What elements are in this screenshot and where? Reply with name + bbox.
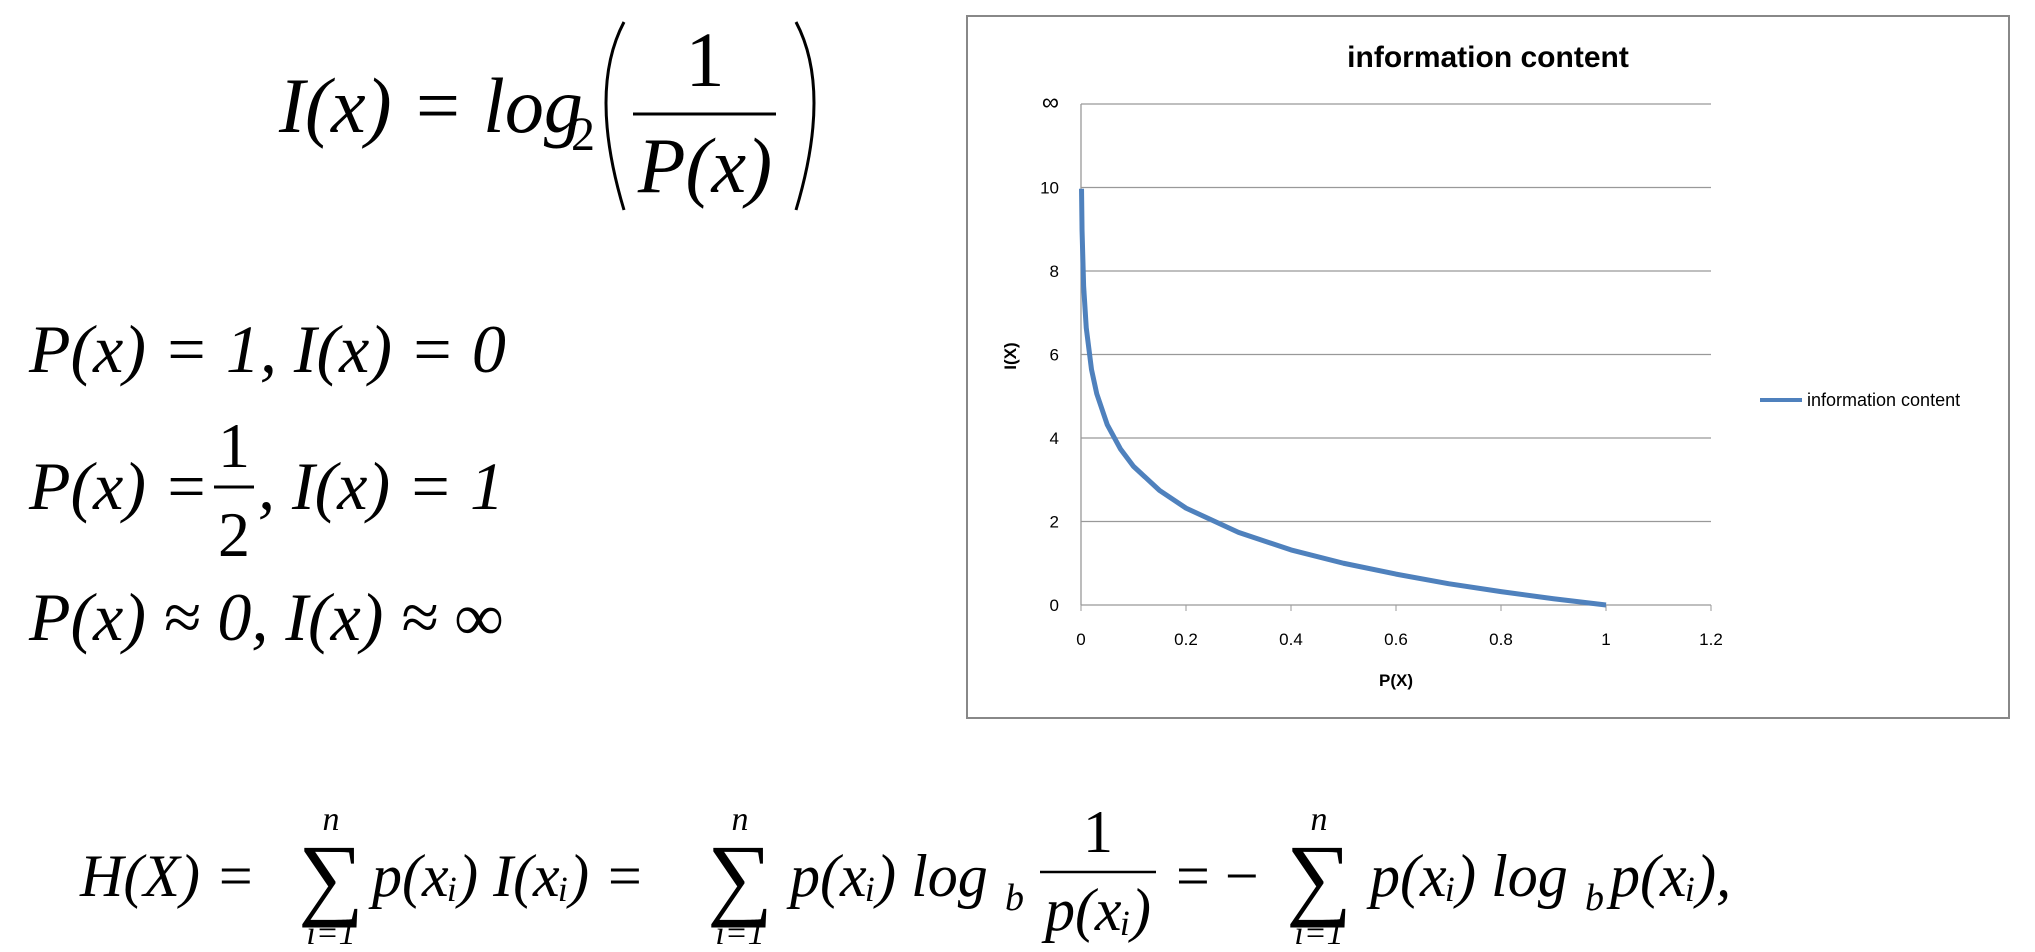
formula-text: = −: [1176, 843, 1259, 909]
y-axis-label: I(X): [1001, 342, 1020, 369]
formula-text: H(X) =: [79, 843, 255, 909]
y-tick-label: ∞: [1042, 89, 1059, 116]
formula-text: p(xᵢ): [1041, 877, 1151, 943]
x-tick-label: 1: [1601, 630, 1610, 649]
formula-text: b: [1005, 877, 1024, 919]
formula-text: i=1: [1294, 915, 1343, 952]
formula-text: p(xᵢ) I(xᵢ) =: [368, 843, 645, 909]
formula-text: b: [1585, 877, 1604, 919]
x-tick-label: 0.8: [1489, 630, 1513, 649]
y-tick-label: 8: [1050, 262, 1059, 281]
formula-text: P(x) ≈ 0, I(x) ≈ ∞: [28, 579, 503, 655]
formula-text: , I(x) = 1: [258, 448, 504, 524]
formula-text: p(xᵢ) log: [786, 843, 988, 909]
legend-label: information content: [1807, 390, 1960, 410]
formula-text: n: [1311, 801, 1328, 838]
formula-text: p(xᵢ),: [1606, 843, 1731, 909]
y-tick-label: 2: [1050, 513, 1059, 532]
formula-text: 1: [686, 16, 725, 103]
formula-text: i=1: [715, 915, 764, 952]
chart-title: information content: [1347, 41, 1629, 74]
formula-text: 2: [571, 108, 595, 161]
formula-text: 1: [218, 410, 250, 481]
sum-sign: ∑: [1286, 826, 1352, 928]
formula-text: P(x) = 1, I(x) = 0: [28, 311, 506, 387]
paren: [794, 21, 816, 211]
paren: [604, 21, 626, 211]
y-tick-label: 0: [1050, 596, 1059, 615]
x-tick-label: 0.6: [1384, 630, 1408, 649]
x-tick-label: 0: [1076, 630, 1085, 649]
chart-frame: [966, 15, 2010, 719]
formula-text: n: [323, 801, 340, 838]
formula-text: 2: [218, 499, 250, 570]
sum-sign: ∑: [707, 826, 773, 928]
formula-text: i=1: [306, 915, 355, 952]
y-tick-label: 4: [1050, 429, 1059, 448]
y-tick-label: 10: [1040, 179, 1059, 198]
sum-sign: ∑: [298, 826, 364, 928]
formula-text: P(x): [637, 122, 772, 209]
formula-text: 1: [1083, 799, 1113, 865]
formula-text: n: [732, 801, 749, 838]
x-tick-label: 0.2: [1174, 630, 1198, 649]
x-tick-label: 1.2: [1699, 630, 1723, 649]
formula-text: p(xᵢ) log: [1366, 843, 1568, 909]
x-tick-label: 0.4: [1279, 630, 1303, 649]
formula-text: I(x) = log: [278, 62, 583, 149]
formula-text: P(x) =: [28, 448, 209, 524]
data-line: [1079, 188, 1607, 608]
y-tick-label: 6: [1050, 346, 1059, 365]
x-axis-label: P(X): [1379, 671, 1413, 690]
